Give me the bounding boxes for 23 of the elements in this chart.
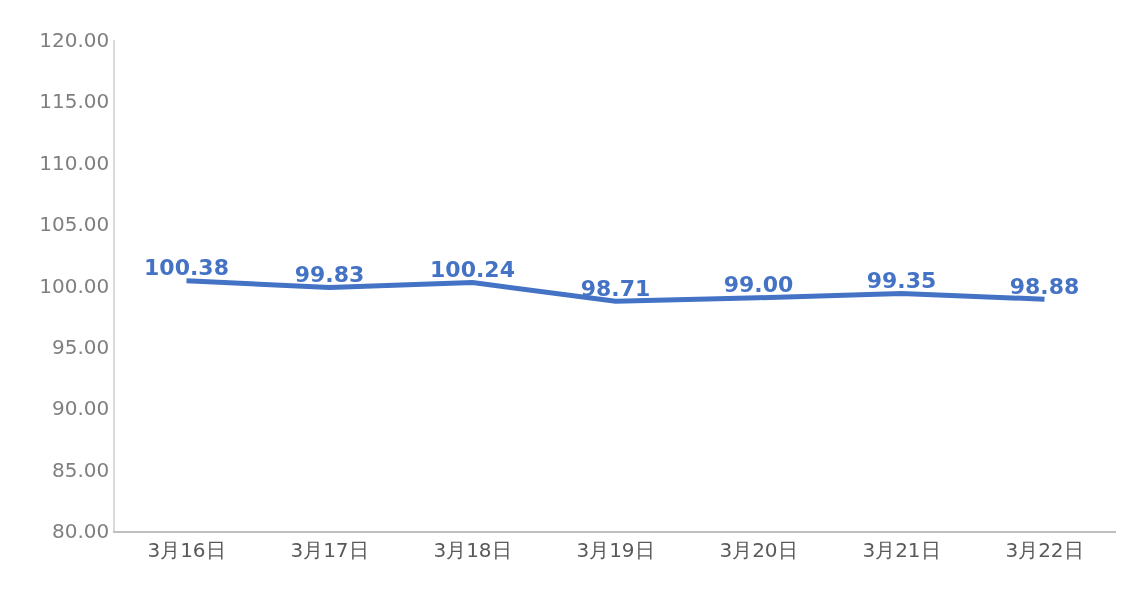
y-tick-label: 115.00 [39,89,110,114]
x-tick-label: 3月21日 [862,537,941,562]
data-label: 99.00 [723,272,794,298]
y-tick-label: 100.00 [39,273,110,298]
data-label: 99.35 [866,267,937,293]
x-tick-label: 3月16日 [147,537,226,562]
x-tick-label: 3月17日 [290,537,369,562]
x-tick-label: 3月22日 [1005,537,1084,562]
data-label: 98.71 [580,275,651,301]
data-label: 100.38 [144,255,229,281]
y-tick-label: 110.00 [39,150,110,175]
data-label: 99.83 [294,262,365,288]
y-tick-label: 90.00 [51,396,110,421]
data-label: 98.88 [1009,273,1080,299]
y-tick-label: 80.00 [51,519,110,543]
x-tick-label: 3月20日 [719,537,798,562]
y-tick-label: 120.00 [39,28,110,52]
x-tick-label: 3月19日 [576,537,655,562]
data-label: 100.24 [430,257,515,283]
x-tick-label: 3月18日 [433,537,512,562]
y-tick-label: 105.00 [39,212,110,237]
y-tick-label: 85.00 [51,457,110,482]
y-tick-label: 95.00 [51,334,110,359]
